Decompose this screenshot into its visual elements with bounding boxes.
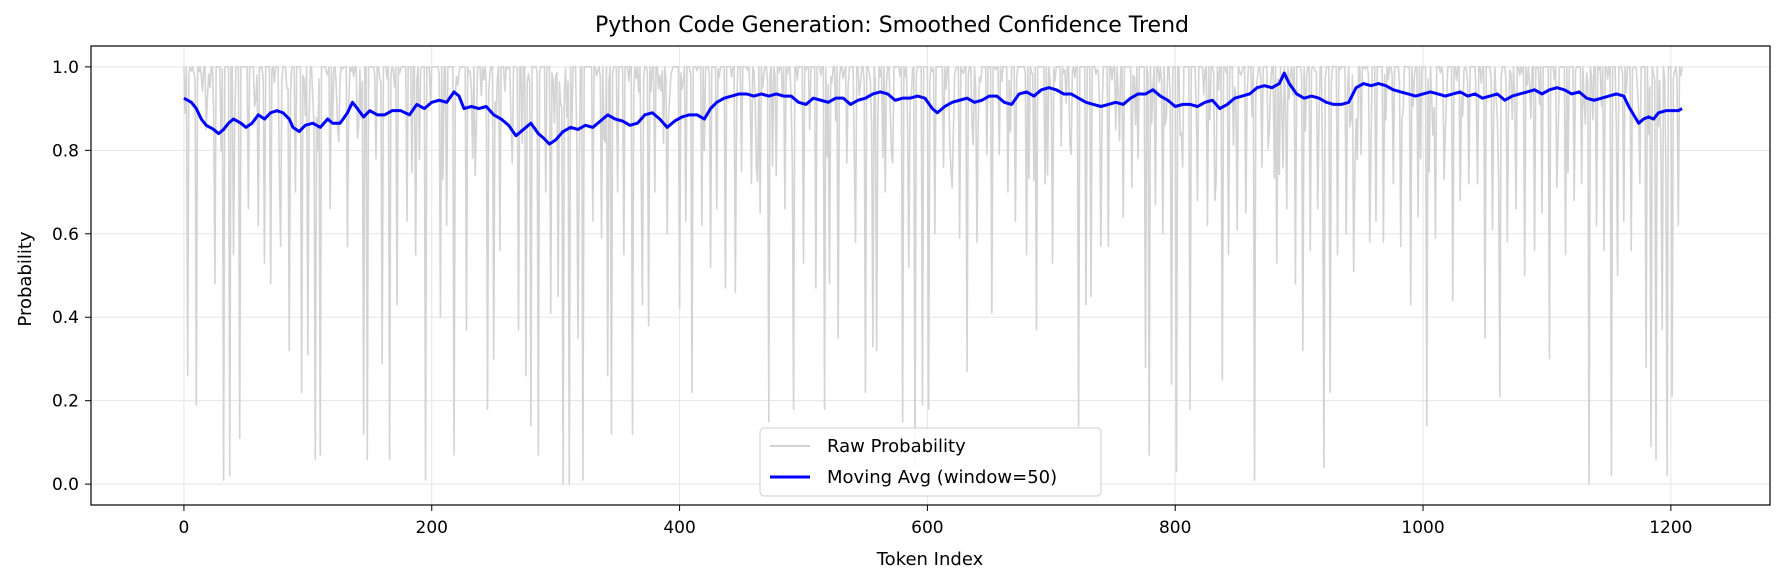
x-tick-label: 600 bbox=[911, 518, 943, 538]
y-tick-label: 0.6 bbox=[52, 225, 79, 245]
x-tick-label: 400 bbox=[663, 518, 695, 538]
x-tick-label: 0 bbox=[179, 518, 190, 538]
series-line-raw-probability bbox=[183, 66, 1683, 485]
y-tick-label: 1.0 bbox=[52, 58, 79, 78]
plot-frame bbox=[90, 45, 1771, 506]
x-axis-label: Token Index bbox=[876, 549, 984, 570]
x-tick-label: 800 bbox=[1159, 518, 1191, 538]
x-tick-label: 1000 bbox=[1401, 518, 1444, 538]
legend-box bbox=[759, 427, 1102, 497]
series-line-moving-avg bbox=[183, 71, 1683, 146]
chart-title: Python Code Generation: Smoothed Confide… bbox=[595, 13, 1189, 38]
legend-label-raw-probability: Raw Probability bbox=[827, 436, 966, 457]
legend: Raw Probability Moving Avg (window=50) bbox=[759, 427, 1102, 497]
x-tick-label: 1200 bbox=[1649, 518, 1692, 538]
x-tick-label: 200 bbox=[416, 518, 448, 538]
x-axis: 0 200 400 600 800 1000 1200 bbox=[179, 505, 1693, 538]
y-tick-label: 0.8 bbox=[52, 141, 79, 161]
y-tick-label: 0.4 bbox=[52, 308, 79, 328]
y-tick-label: 0.0 bbox=[52, 475, 79, 495]
y-axis-label: Probability bbox=[15, 231, 36, 326]
y-tick-label: 0.2 bbox=[52, 392, 79, 412]
legend-label-moving-avg: Moving Avg (window=50) bbox=[827, 467, 1057, 488]
plot-area bbox=[183, 66, 1683, 485]
y-axis: 0.0 0.2 0.4 0.6 0.8 1.0 bbox=[52, 58, 91, 495]
